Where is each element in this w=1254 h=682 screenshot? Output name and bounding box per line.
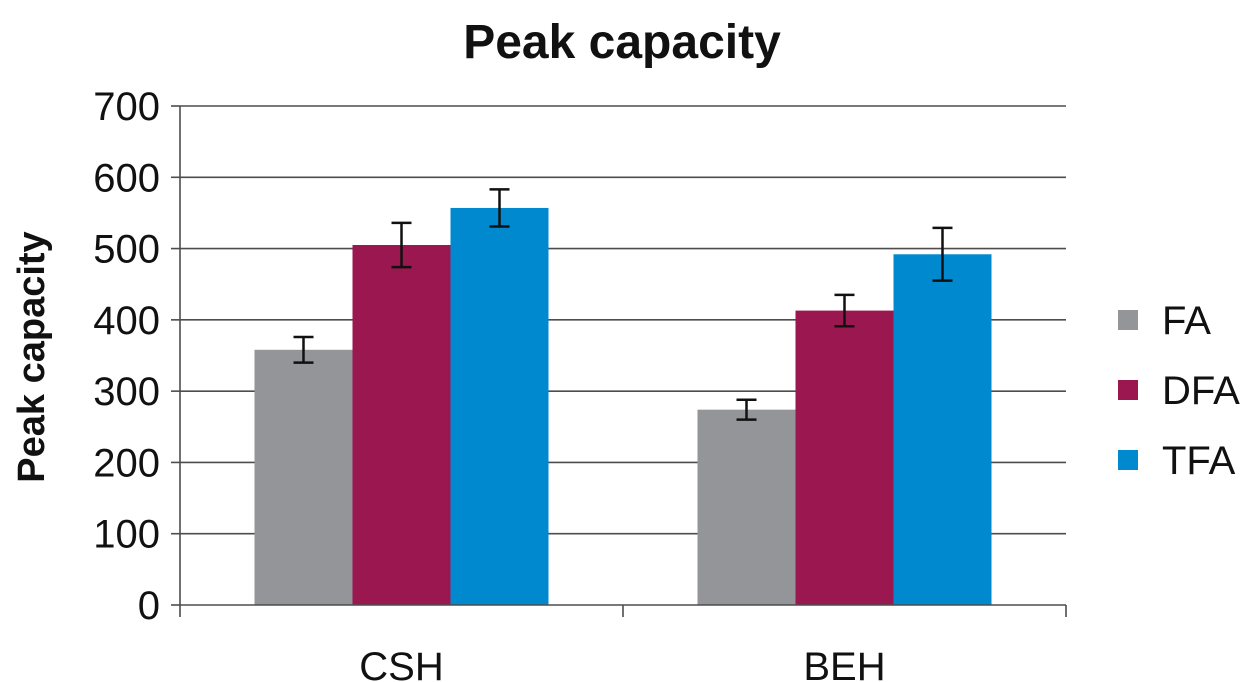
y-tick-label: 600 (93, 156, 160, 200)
bar-fa-csh (254, 349, 353, 605)
bar-tfa-csh (450, 207, 549, 605)
bar-fa-beh (697, 409, 796, 605)
legend-swatch-tfa (1118, 450, 1138, 470)
axes (171, 105, 1067, 617)
legend-swatch-dfa (1118, 380, 1138, 400)
y-axis-label: Peak capacity (11, 231, 53, 482)
bar-dfa-csh (352, 245, 451, 605)
bars (254, 207, 992, 605)
error-bars (293, 188, 953, 421)
legend-swatch-fa (1118, 310, 1138, 330)
x-category-label: CSH (359, 645, 443, 682)
y-tick-label: 0 (138, 584, 160, 628)
legend-label-dfa: DFA (1162, 369, 1240, 413)
y-tick-label: 400 (93, 299, 160, 343)
bar-dfa-beh (795, 310, 894, 605)
y-tick-labels: 0 100 200 300 400 500 600 700 (93, 85, 160, 628)
bar-tfa-beh (893, 254, 992, 605)
y-tick-label: 300 (93, 370, 160, 414)
x-category-label: BEH (803, 645, 885, 682)
legend: FA DFA TFA (1118, 299, 1240, 483)
legend-label-tfa: TFA (1162, 439, 1236, 483)
legend-label-fa: FA (1162, 299, 1211, 343)
y-tick-label: 500 (93, 228, 160, 272)
y-tick-label: 200 (93, 441, 160, 485)
y-tick-label: 100 (93, 513, 160, 557)
y-tick-label: 700 (93, 85, 160, 129)
category-labels: CSH BEH (359, 645, 885, 682)
chart-title: Peak capacity (463, 16, 781, 69)
